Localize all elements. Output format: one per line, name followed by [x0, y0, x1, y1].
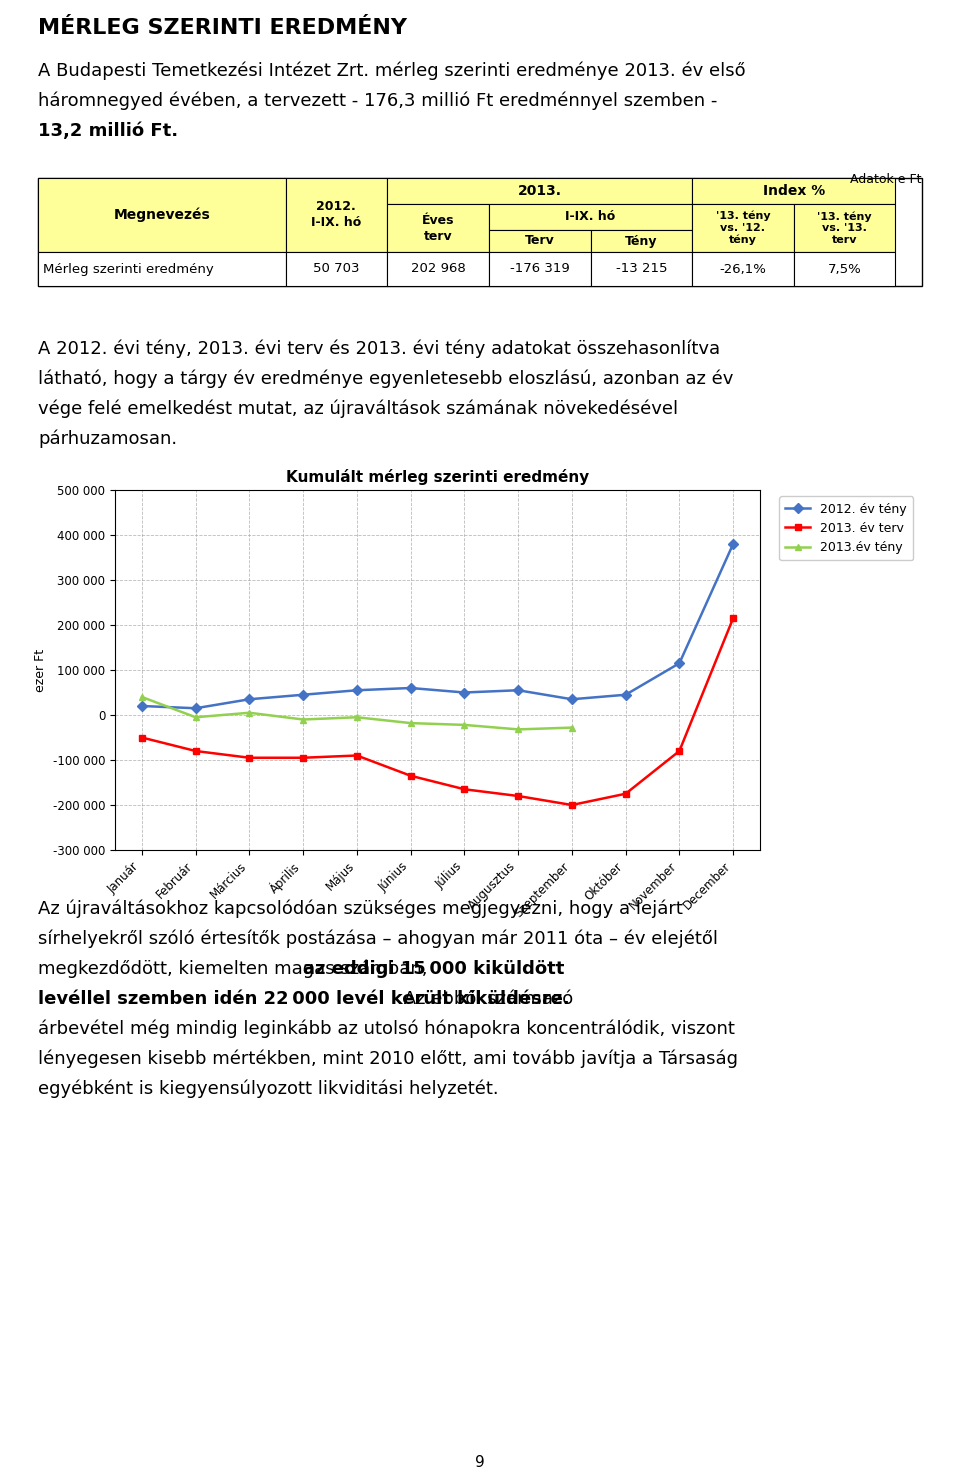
Text: '13. tény
vs. '12.
tény: '13. tény vs. '12. tény	[715, 211, 770, 245]
Bar	[692, 177, 896, 204]
Text: Terv: Terv	[525, 235, 555, 247]
Text: 50 703: 50 703	[313, 263, 360, 275]
Text: egyébként is kiegyensúlyozott likviditási helyzetét.: egyébként is kiegyensúlyozott likviditás…	[38, 1080, 498, 1098]
Bar	[489, 253, 590, 287]
2013.év tény	[244, 704, 255, 721]
Text: megkezdődött, kiemelten magas számban,: megkezdődött, kiemelten magas számban,	[38, 961, 433, 978]
Bar	[692, 204, 794, 253]
Line: 2012. év tény: 2012. év tény	[138, 541, 736, 712]
Text: Az újraváltásokhoz kapcsolódóan szükséges megjegyezni, hogy a lejárt: Az újraváltásokhoz kapcsolódóan szüksége…	[38, 900, 683, 918]
Title: Kumulált mérleg szerinti eredmény: Kumulált mérleg szerinti eredmény	[286, 469, 589, 485]
Bar	[794, 253, 896, 287]
Bar	[794, 204, 896, 253]
Text: -13 215: -13 215	[615, 263, 667, 275]
Text: Megnevezés: Megnevezés	[113, 208, 210, 222]
2012. év tény	[136, 698, 148, 715]
Text: párhuzamosan.: párhuzamosan.	[38, 430, 178, 448]
Text: sírhelyekről szóló értesítők postázása – ahogyan már 2011 óta – év elejétől: sírhelyekről szóló értesítők postázása –…	[38, 930, 718, 949]
Text: A Budapesti Temetkezési Intézet Zrt. mérleg szerinti eredménye 2013. év első: A Budapesti Temetkezési Intézet Zrt. mér…	[38, 62, 746, 80]
Bar	[387, 253, 489, 287]
Text: árbevétel még mindig leginkább az utolsó hónapokra koncentrálódik, viszont: árbevétel még mindig leginkább az utolsó…	[38, 1020, 734, 1039]
2013. év terv	[728, 609, 739, 627]
2012. év tény	[620, 686, 632, 704]
2013.év tény	[566, 718, 578, 736]
Text: I-IX. hó: I-IX. hó	[565, 210, 615, 223]
Text: A 2012. évi tény, 2013. évi terv és 2013. évi tény adatokat összehasonlítva: A 2012. évi tény, 2013. évi terv és 2013…	[38, 340, 720, 359]
2013.év tény	[405, 714, 417, 732]
2013.év tény	[513, 721, 524, 739]
Bar	[285, 177, 387, 253]
Text: -176 319: -176 319	[510, 263, 569, 275]
Text: 2013.: 2013.	[517, 183, 562, 198]
Bar	[489, 231, 590, 253]
Text: 13,2 millió Ft.: 13,2 millió Ft.	[38, 123, 179, 140]
Text: Tény: Tény	[625, 235, 658, 247]
2012. év tény	[298, 686, 309, 704]
Text: látható, hogy a tárgy év eredménye egyenletesebb eloszlású, azonban az év: látható, hogy a tárgy év eredménye egyen…	[38, 370, 733, 389]
2013. év terv	[298, 749, 309, 767]
Text: levéllel szemben idén 22 000 levél került kiküldésre.: levéllel szemben idén 22 000 levél kerül…	[38, 990, 569, 1008]
2013. év terv	[674, 742, 685, 760]
2012. év tény	[513, 681, 524, 699]
2013.év tény	[190, 708, 202, 726]
Text: MÉRLEG SZERINTI EREDMÉNY: MÉRLEG SZERINTI EREDMÉNY	[38, 18, 407, 38]
2013.év tény	[298, 711, 309, 729]
2012. év tény	[728, 535, 739, 553]
Text: 2012.
I-IX. hó: 2012. I-IX. hó	[311, 201, 362, 229]
Text: 9: 9	[475, 1454, 485, 1471]
Bar	[590, 253, 692, 287]
Bar	[590, 231, 692, 253]
2013.év tény	[136, 689, 148, 706]
2012. év tény	[244, 690, 255, 708]
2013. év terv	[244, 749, 255, 767]
2013. év terv	[405, 767, 417, 785]
Bar	[38, 253, 285, 287]
2013.év tény	[459, 715, 470, 733]
Bar	[489, 204, 692, 231]
2013. év terv	[620, 785, 632, 803]
2012. év tény	[190, 699, 202, 717]
Text: az eddigi 15 000 kiküldött: az eddigi 15 000 kiküldött	[303, 961, 564, 978]
2012. év tény	[674, 655, 685, 672]
2013. év terv	[351, 746, 363, 764]
Bar	[387, 204, 489, 253]
Text: '13. tény
vs. '13.
terv: '13. tény vs. '13. terv	[817, 211, 872, 245]
Text: Adatok e Ft: Adatok e Ft	[851, 173, 922, 186]
2012. év tény	[566, 690, 578, 708]
Text: -26,1%: -26,1%	[720, 263, 766, 275]
Text: Éves
terv: Éves terv	[421, 213, 454, 242]
Text: Mérleg szerinti eredmény: Mérleg szerinti eredmény	[43, 263, 214, 275]
2013. év terv	[566, 797, 578, 814]
Text: Az ebből származó: Az ebből származó	[398, 990, 574, 1008]
2012. év tény	[405, 678, 417, 696]
Text: vége felé emelkedést mutat, az újraváltások számának növekedésével: vége felé emelkedést mutat, az újraváltá…	[38, 401, 678, 418]
Text: háromnegyed évében, a tervezett - 176,3 millió Ft eredménnyel szemben -: háromnegyed évében, a tervezett - 176,3 …	[38, 92, 717, 111]
2013. év terv	[190, 742, 202, 760]
Text: 7,5%: 7,5%	[828, 263, 861, 275]
Legend: 2012. év tény, 2013. év terv, 2013.év tény: 2012. év tény, 2013. év terv, 2013.év té…	[780, 497, 913, 560]
Bar	[285, 253, 387, 287]
Text: 202 968: 202 968	[411, 263, 466, 275]
Line: 2013. év terv: 2013. év terv	[138, 615, 736, 808]
2013.év tény	[351, 708, 363, 726]
2012. év tény	[459, 684, 470, 702]
Bar	[38, 177, 285, 253]
Bar	[387, 177, 692, 204]
Bar	[38, 177, 922, 287]
2013. év terv	[459, 780, 470, 798]
Bar	[692, 253, 794, 287]
2013. év terv	[136, 729, 148, 746]
Line: 2013.év tény: 2013.év tény	[138, 693, 575, 733]
2012. év tény	[351, 681, 363, 699]
Text: Index %: Index %	[762, 183, 825, 198]
Y-axis label: ezer Ft: ezer Ft	[35, 649, 47, 692]
Text: lényegesen kisebb mértékben, mint 2010 előtt, ami tovább javítja a Társaság: lényegesen kisebb mértékben, mint 2010 e…	[38, 1049, 738, 1069]
2013. év terv	[513, 788, 524, 806]
